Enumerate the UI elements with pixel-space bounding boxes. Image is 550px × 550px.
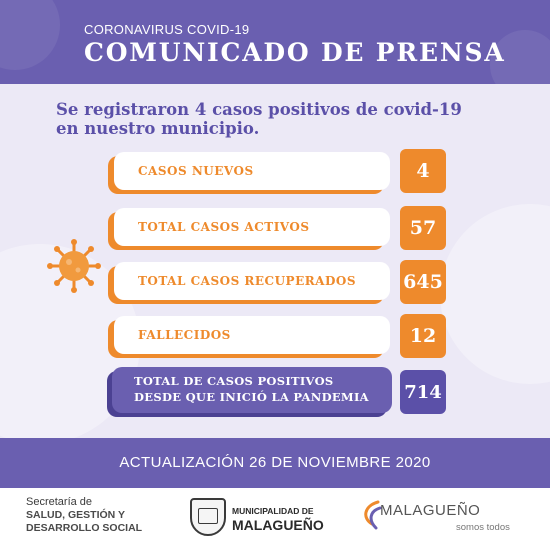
secretaria-logo: Secretaría de SALUD, GESTIÓN Y DESARROLL… (26, 496, 142, 535)
total-label-line-2: DESDE QUE INICIÓ LA PANDEMIA (134, 390, 369, 404)
decorative-blob (0, 0, 60, 70)
headline-line-1: Se registraron 4 casos positivos de covi… (56, 100, 462, 119)
stat-label: TOTAL CASOS RECUPERADOS (138, 274, 357, 288)
stat-card-casos-nuevos: CASOS NUEVOS (114, 152, 390, 190)
stat-card-casos-activos: TOTAL CASOS ACTIVOS (114, 208, 390, 246)
crest-inner (198, 508, 218, 524)
brand-logo: MALAGUEÑO somos todos (360, 496, 530, 540)
decorative-blob (490, 30, 550, 84)
header-banner: CORONAVIRUS COVID-19 COMUNICADO DE PRENS… (0, 0, 550, 84)
header-title: COMUNICADO DE PRENSA (84, 38, 506, 67)
stat-value-casos-nuevos: 4 (400, 149, 446, 193)
stat-value-casos-activos: 57 (400, 206, 446, 250)
brand-swirl-icon (364, 500, 382, 530)
virus-icon (47, 239, 101, 293)
total-label-line-1: TOTAL DE CASOS POSITIVOS (134, 374, 334, 388)
stat-label: FALLECIDOS (138, 328, 231, 342)
headline: Se registraron 4 casos positivos de covi… (56, 100, 526, 138)
update-date: ACTUALIZACIÓN 26 DE NOVIEMBRE 2020 (0, 438, 550, 488)
stat-value-fallecidos: 12 (400, 314, 446, 358)
stat-label: TOTAL CASOS ACTIVOS (138, 220, 310, 234)
brand-name: MALAGUEÑO (380, 502, 481, 519)
secretaria-line-1: Secretaría de (26, 496, 93, 508)
stat-card-casos-recuperados: TOTAL CASOS RECUPERADOS (114, 262, 390, 300)
total-card: TOTAL DE CASOS POSITIVOS DESDE QUE INICI… (112, 367, 392, 413)
main-panel (0, 84, 550, 438)
header-subtitle: CORONAVIRUS COVID-19 (84, 22, 250, 37)
secretaria-line-3: DESARROLLO SOCIAL (26, 522, 143, 534)
total-value: 714 (400, 370, 446, 414)
decorative-swirl (440, 204, 550, 384)
secretaria-line-2: SALUD, GESTIÓN Y (26, 509, 125, 521)
municipalidad-line-1: MUNICIPALIDAD DE (232, 506, 314, 516)
municipalidad-line-2: MALAGUEÑO (232, 517, 324, 533)
footer: Secretaría de SALUD, GESTIÓN Y DESARROLL… (0, 488, 550, 550)
stat-label: CASOS NUEVOS (138, 164, 254, 178)
municipal-crest-icon (190, 498, 226, 536)
brand-tagline: somos todos (456, 522, 510, 533)
stat-card-fallecidos: FALLECIDOS (114, 316, 390, 354)
total-label: TOTAL DE CASOS POSITIVOS DESDE QUE INICI… (134, 373, 384, 405)
stat-value-casos-recuperados: 645 (400, 260, 446, 304)
headline-line-2: en nuestro municipio. (56, 119, 260, 138)
